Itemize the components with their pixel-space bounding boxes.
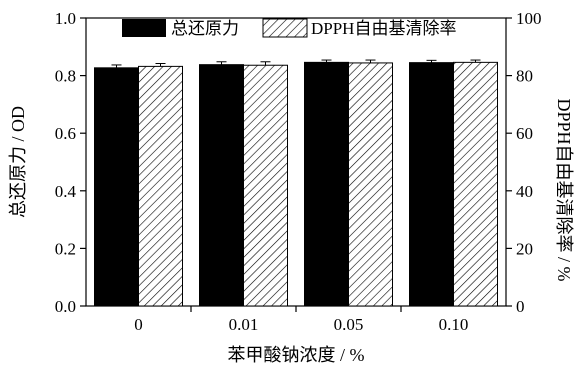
legend: 总还原力 DPPH自由基清除率 <box>122 18 456 38</box>
bar-series-2 <box>348 62 393 307</box>
left-tick-label: 0.8 <box>55 67 76 86</box>
right-tick-label: 60 <box>516 124 533 143</box>
x-axis-title: 苯甲酸钠浓度 / % <box>228 345 365 365</box>
left-tick-label: 0.4 <box>55 182 77 201</box>
bar-series-2 <box>138 65 183 307</box>
right-tick-label: 20 <box>516 239 533 258</box>
x-tick-label: 0.10 <box>439 315 469 334</box>
bar-series-1 <box>304 61 349 307</box>
bar-series-2 <box>453 61 498 307</box>
right-y-axis: 0 20 40 60 80 100 <box>506 9 542 316</box>
legend-swatch-series-1 <box>122 19 166 37</box>
bar-series-1 <box>409 62 454 307</box>
left-axis-title: 总还原力 / OD <box>8 106 28 218</box>
right-tick-label: 100 <box>516 9 542 28</box>
right-tick-label: 0 <box>516 297 525 316</box>
left-y-axis: 0.0 0.2 0.4 0.6 0.8 1.0 <box>55 9 86 316</box>
legend-swatch-series-2 <box>262 18 308 38</box>
bars-group <box>94 59 498 307</box>
right-tick-label: 80 <box>516 67 533 86</box>
left-tick-label: 1.0 <box>55 9 76 28</box>
left-tick-label: 0.2 <box>55 239 76 258</box>
left-tick-label: 0.6 <box>55 124 76 143</box>
left-tick-label: 0.0 <box>55 297 76 316</box>
x-tick-label: 0.05 <box>334 315 364 334</box>
bar-series-2 <box>243 64 288 307</box>
x-axis: 0 0.01 0.05 0.10 <box>134 306 468 334</box>
right-axis-title: DPPH自由基清除率 / % <box>554 98 574 281</box>
x-tick-label: 0 <box>134 315 143 334</box>
x-tick-label: 0.01 <box>229 315 259 334</box>
legend-label-series-1: 总还原力 <box>171 19 239 38</box>
legend-label-series-2: DPPH自由基清除率 <box>311 19 456 38</box>
bar-series-1 <box>199 64 244 307</box>
bar-series-1 <box>94 67 139 307</box>
right-tick-label: 40 <box>516 182 533 201</box>
